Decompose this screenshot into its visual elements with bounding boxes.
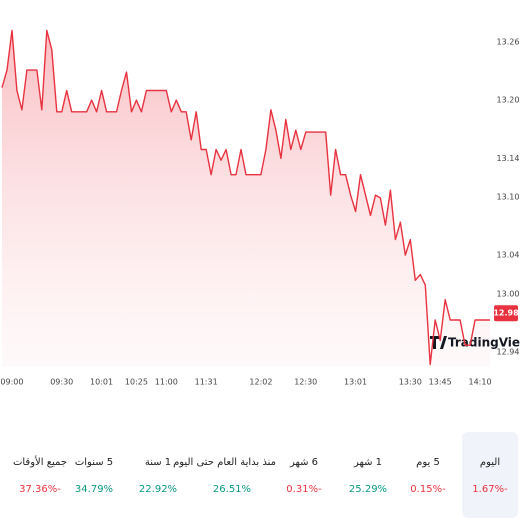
tradingview-logo: TradingView [430,336,520,350]
watermark: TradingView [448,336,520,350]
last-price-box [494,305,518,322]
period-tab[interactable]: 1 سنة 22.92% [128,432,188,518]
x-tick-label: 11:31 [195,378,218,387]
price-line [1,29,490,366]
period-change: 22.92% [138,484,178,495]
period-label: 1 سنة [144,457,172,468]
y-tick-label: 13.00 [497,289,520,298]
y-tick-label: 13.26 [497,38,520,47]
period-label: اليوم [479,457,501,468]
period-tab[interactable]: 6 شهر 0.31%- [272,432,336,518]
x-tick-label: 13:01 [344,378,367,387]
x-tick-label: 11:00 [155,378,178,387]
y-tick-label: 13.14 [497,154,520,163]
period-change: 26.51% [212,484,252,495]
last-price-label: 12.98 [493,309,519,318]
x-tick-label: 12:30 [294,378,317,387]
x-tick-label: 13:45 [429,378,452,387]
period-change: 0.15%- [410,484,446,495]
period-label: 5 يوم [416,457,440,468]
period-label: 1 شهر [353,457,383,468]
chart: TradingView 13.26 13.20 13.14 13.10 13.04 13.… [0,29,520,387]
period-tab[interactable]: جميع الأوقات 37.36%- [8,432,72,518]
period-change: 0.31%- [286,484,322,495]
area-fill [2,30,490,367]
period-tab[interactable]: 5 يوم 0.15%- [400,432,456,518]
period-change: 37.36%- [19,484,61,495]
x-tick-label: 13:30 [399,378,422,387]
period-label: 5 سنوات [74,457,114,468]
period-label: منذ بداية العام حتى اليوم [173,457,276,468]
period-tab[interactable]: منذ بداية العام حتى اليوم 26.51% [173,432,276,518]
x-tick-label: 14:10 [469,378,492,387]
y-tick-label: 13.04 [497,251,520,260]
period-tab[interactable]: اليوم 1.67%- [462,432,518,518]
y-tick-label: 13.20 [497,96,520,105]
period-change: 34.79% [74,484,114,495]
period-change: 1.67%- [472,484,508,495]
x-tick-label: 10:25 [125,378,148,387]
y-tick-label: 12.94 [497,347,520,356]
period-tab[interactable]: 5 سنوات 34.79% [62,432,126,518]
period-change: 25.29% [348,484,388,495]
period-label: جميع الأوقات [12,457,68,468]
period-label: 6 شهر [289,457,319,468]
y-tick-label: 13.10 [497,193,520,202]
x-tick-label: 09:30 [50,378,73,387]
x-tick-label: 09:00 [0,378,23,387]
x-tick-label: 10:01 [90,378,113,387]
logo-icon [430,336,447,349]
x-tick-label: 12:02 [249,378,272,387]
period-tab[interactable]: 1 شهر 25.29% [338,432,398,518]
